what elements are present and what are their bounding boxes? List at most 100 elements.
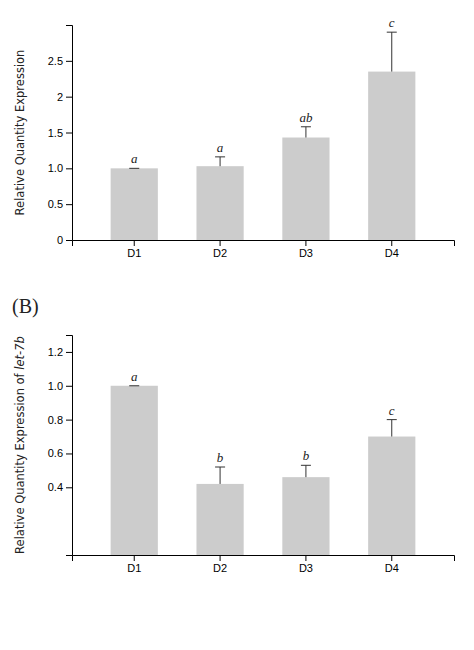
x-tick-line — [391, 555, 392, 561]
y-tick: 0.8 — [48, 414, 72, 426]
x-axis: D1 D2 D3 D4 — [73, 555, 455, 574]
x-tick-label: D2 — [213, 562, 227, 574]
y-tick: 0.6 — [48, 447, 72, 459]
x-tick-label: D2 — [213, 247, 227, 259]
y-tick: 2 — [57, 91, 72, 103]
error-bar-stem — [305, 127, 306, 138]
x-tick-label: D1 — [127, 562, 141, 574]
bar — [196, 484, 243, 555]
y-tick-line — [66, 487, 72, 488]
error-bar-cap — [301, 126, 311, 127]
y-axis-label: Relative Quantity Expression — [13, 50, 27, 216]
y-tick-line — [66, 204, 72, 205]
y-tick-label: 2 — [57, 91, 63, 103]
y-tick-label: 0.5 — [48, 198, 63, 210]
y-tick-label: 1.0 — [48, 162, 63, 174]
error-bar — [387, 32, 397, 71]
bar — [368, 437, 415, 555]
bar — [282, 477, 329, 555]
y-tick-line — [66, 97, 72, 98]
plot-area — [111, 32, 416, 240]
error-bar-stem — [305, 465, 306, 477]
panel-label: (B) — [12, 295, 39, 318]
annotation: b — [217, 450, 224, 465]
error-bar — [129, 385, 139, 386]
error-bar-stem — [391, 420, 392, 437]
error-bar — [215, 467, 225, 484]
error-bar — [129, 168, 139, 169]
error-bar-stem — [391, 32, 392, 71]
y-tick-line — [66, 386, 72, 387]
x-tick: D4 — [385, 240, 399, 259]
error-bar-cap — [129, 385, 139, 386]
error-bar-cap — [387, 419, 397, 420]
annotation: c — [389, 15, 395, 30]
annotation: a — [131, 369, 138, 384]
x-tick-line — [305, 555, 306, 561]
y-axis-line — [66, 26, 73, 241]
y-tick-label: 0.6 — [48, 447, 63, 459]
x-tick-line — [305, 240, 306, 246]
y-axis-line — [66, 336, 73, 556]
x-tick: D1 — [127, 555, 141, 574]
y-tick: 1.5 — [48, 127, 72, 139]
x-axis-line — [73, 241, 455, 247]
y-axis-label: Relative Quantity Expression of let-7b — [13, 336, 27, 554]
y-tick-label: 0 — [57, 234, 63, 246]
y-tick-line — [66, 133, 72, 134]
y-tick: 0.5 — [48, 198, 72, 210]
annotation: a — [131, 151, 138, 166]
chart-svg: 00.51.01.522.5D1D2D3D4aaabcRelative Quan… — [0, 0, 474, 650]
y-tick: 2.5 — [48, 55, 72, 67]
x-tick-line — [134, 240, 135, 246]
annotation: a — [217, 140, 224, 155]
y-tick: 1.2 — [48, 346, 72, 358]
y-tick: 1.0 — [48, 380, 72, 392]
x-tick-line — [220, 240, 221, 246]
chart-panel: 0 0.5 1.0 1.5 2 2.5 D1 D2 D3 D4 a a ab c Relative Quan… — [13, 15, 455, 259]
y-tick-label: 0.8 — [48, 414, 63, 426]
error-bar-cap — [129, 168, 139, 169]
y-axis: 0.4 0.6 0.8 1.0 1.2 — [48, 336, 73, 556]
plot-area — [111, 386, 416, 555]
x-axis: D1 D2 D3 D4 — [73, 240, 455, 259]
x-tick-label: D4 — [385, 562, 399, 574]
chart-panel: 0.40.60.81.01.2D1D2D3D4abbcRelative Quan… — [12, 295, 455, 574]
error-bar-cap — [387, 32, 397, 33]
error-bar-stem — [220, 157, 221, 166]
x-tick-line — [391, 240, 392, 246]
error-bar-cap — [215, 467, 225, 468]
bar — [196, 166, 243, 240]
bar — [282, 138, 329, 240]
bar — [111, 386, 158, 555]
y-tick-line — [66, 240, 72, 241]
y-tick-label: 1.2 — [48, 346, 63, 358]
y-tick-line — [66, 352, 72, 353]
x-tick: D1 — [127, 240, 141, 259]
error-bar-stem — [220, 467, 221, 484]
error-bar — [387, 420, 397, 437]
y-tick: 1.0 — [48, 162, 72, 174]
x-tick: D4 — [385, 555, 399, 574]
y-tick: 0.4 — [48, 481, 72, 493]
y-tick-line — [66, 453, 72, 454]
error-bar — [301, 465, 311, 477]
y-tick-label: 1.0 — [48, 380, 63, 392]
y-axis: 0 0.5 1.0 1.5 2 2.5 — [48, 26, 73, 247]
y-tick-label: 0.4 — [48, 481, 63, 493]
x-tick-label: D4 — [385, 247, 399, 259]
y-tick: 0 — [57, 234, 72, 246]
x-tick: D3 — [299, 555, 313, 574]
bar — [111, 168, 158, 240]
x-tick: D2 — [213, 240, 227, 259]
annotation: ab — [299, 110, 313, 125]
error-bar — [301, 127, 311, 138]
x-tick-label: D3 — [299, 562, 313, 574]
bar — [368, 72, 415, 240]
y-tick-line — [66, 61, 72, 62]
x-tick-label: D3 — [299, 247, 313, 259]
y-tick-label: 1.5 — [48, 127, 63, 139]
annotation: c — [389, 403, 395, 418]
y-tick-label: 2.5 — [48, 55, 63, 67]
y-tick-line — [66, 420, 72, 421]
